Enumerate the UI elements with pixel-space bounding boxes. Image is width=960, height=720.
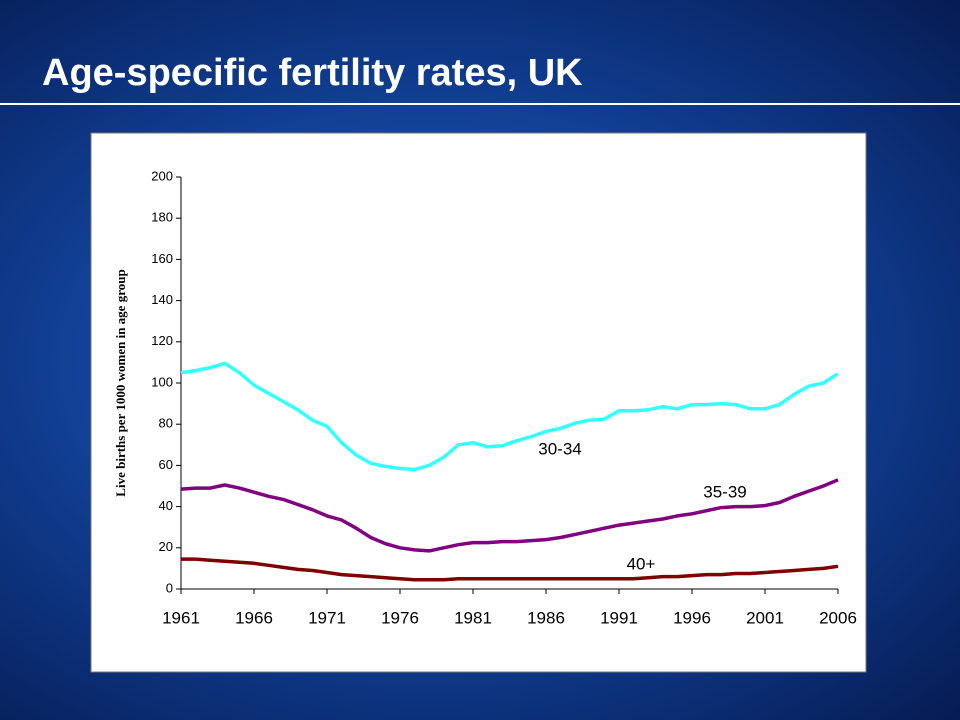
- y-tick-label: 0: [166, 580, 173, 595]
- title-rule: [0, 103, 960, 105]
- y-tick-label: 140: [151, 292, 173, 307]
- y-tick-label: 160: [151, 251, 173, 266]
- series-label: 40+: [627, 554, 656, 573]
- y-tick-label: 180: [151, 210, 173, 225]
- x-tick-label: 1986: [527, 608, 565, 627]
- x-tick-label: 2006: [819, 608, 857, 627]
- x-tick-label: 1971: [308, 608, 346, 627]
- series-line: [181, 557, 839, 582]
- x-tick-label: 1961: [162, 608, 200, 627]
- x-tick-label: 1991: [600, 608, 638, 627]
- x-tick-label: 2001: [746, 608, 784, 627]
- y-tick-label: 20: [159, 539, 173, 554]
- series-label: 30-34: [538, 439, 581, 458]
- x-tick-label: 1966: [235, 608, 273, 627]
- chart-area: [90, 132, 867, 673]
- x-tick-label: 1996: [673, 608, 711, 627]
- slide-title: Age-specific fertility rates, UK: [42, 52, 583, 94]
- y-tick-label: 40: [159, 498, 173, 513]
- y-tick-label: 100: [151, 374, 173, 389]
- x-tick-label: 1981: [454, 608, 492, 627]
- y-tick-label: 200: [151, 168, 173, 183]
- y-tick-label: 60: [159, 457, 173, 472]
- x-tick-label: 1976: [381, 608, 419, 627]
- y-tick-label: 80: [159, 416, 173, 431]
- y-axis-label: Live births per 1000 women in age group: [113, 269, 128, 496]
- series-line: [180, 478, 839, 553]
- series-label: 35-39: [703, 482, 746, 501]
- y-tick-label: 120: [151, 333, 173, 348]
- series-line: [180, 361, 839, 472]
